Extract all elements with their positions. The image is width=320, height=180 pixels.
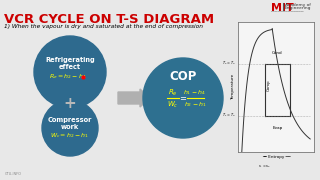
Text: VCR CYCLE ON T-S DIAGRAM: VCR CYCLE ON T-S DIAGRAM	[4, 13, 214, 26]
Text: $h_1 - h_4$: $h_1 - h_4$	[183, 89, 206, 97]
Text: +: +	[64, 96, 76, 111]
Text: Compressor: Compressor	[48, 117, 92, 123]
Text: $T_2=T_3$: $T_2=T_3$	[222, 60, 236, 67]
Text: $T_1=T_0$: $T_1=T_0$	[222, 112, 236, 119]
Text: $R_e = h_2 - h_4$: $R_e = h_2 - h_4$	[49, 73, 87, 81]
Text: ────────────────────: ────────────────────	[271, 10, 303, 14]
Text: =: =	[180, 94, 187, 103]
Text: $W_c = h_2 - h_1$: $W_c = h_2 - h_1$	[50, 132, 90, 140]
Text: Academy of: Academy of	[285, 3, 311, 7]
Text: Comp: Comp	[266, 79, 270, 91]
Text: Engineering: Engineering	[285, 6, 311, 10]
Text: Cond: Cond	[272, 51, 283, 55]
Circle shape	[143, 58, 223, 138]
Text: MIT: MIT	[271, 3, 294, 13]
Text: $h_2 - h_1$: $h_2 - h_1$	[184, 101, 206, 109]
Circle shape	[34, 36, 106, 108]
Text: GTU-INFO: GTU-INFO	[5, 172, 22, 176]
Text: work: work	[61, 124, 79, 130]
FancyArrow shape	[118, 89, 150, 107]
Text: $W_c$: $W_c$	[167, 100, 179, 110]
Text: Refrigerating: Refrigerating	[45, 57, 95, 63]
X-axis label: ── Entropy ──: ── Entropy ──	[262, 155, 290, 159]
Text: COP: COP	[169, 69, 197, 82]
Text: $s_1=s_2$: $s_1=s_2$	[258, 164, 271, 170]
Text: 1) When the vapour is dry and saturated at the end of compression: 1) When the vapour is dry and saturated …	[4, 24, 203, 29]
Text: $R_e$: $R_e$	[168, 88, 178, 98]
Text: effect: effect	[59, 64, 81, 70]
Circle shape	[42, 100, 98, 156]
Text: Evap: Evap	[272, 126, 283, 130]
Y-axis label: Temperature: Temperature	[231, 74, 235, 100]
